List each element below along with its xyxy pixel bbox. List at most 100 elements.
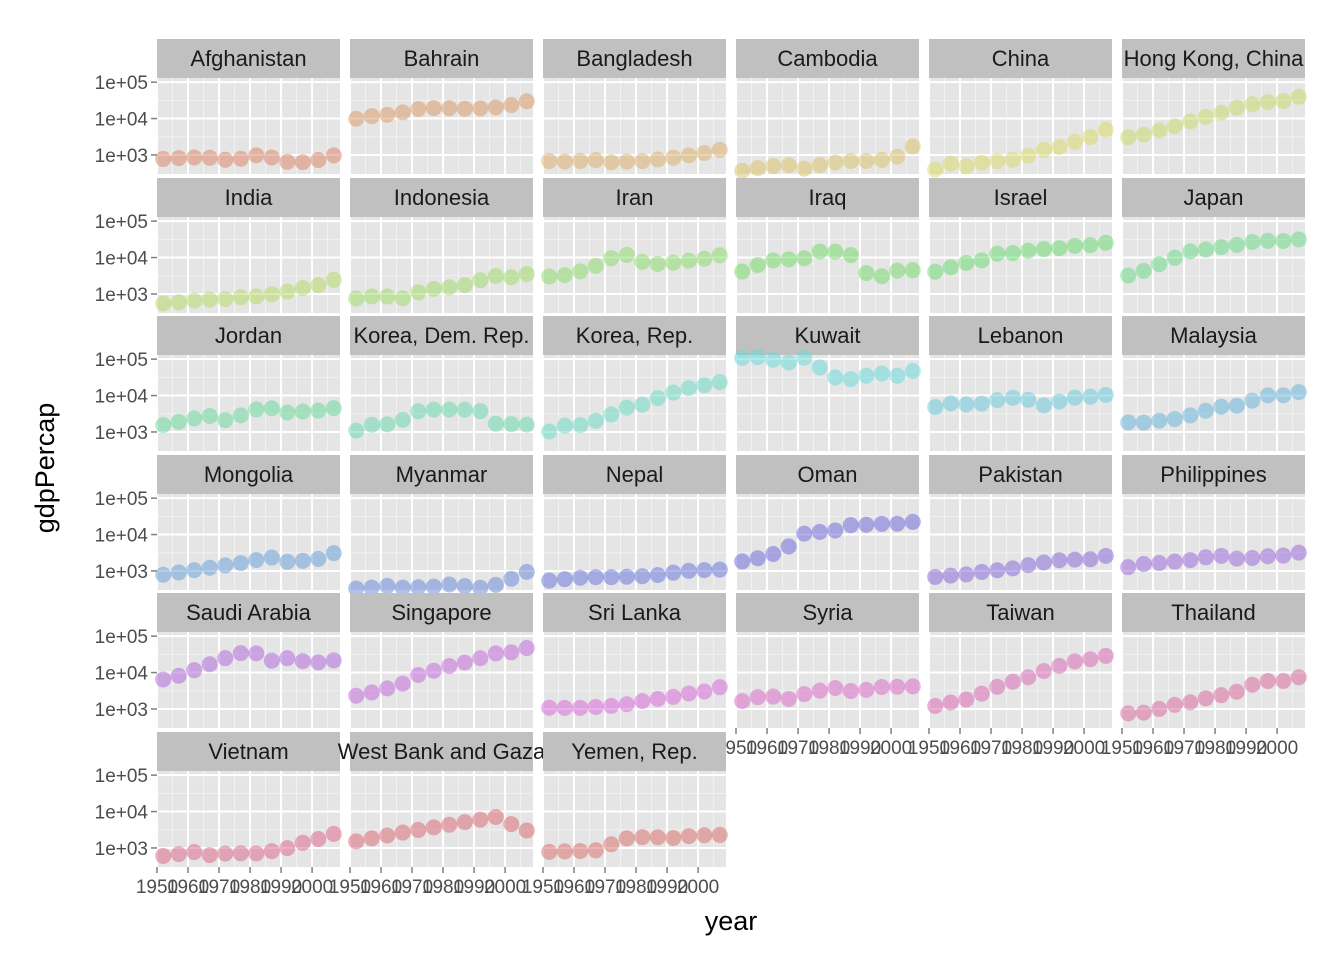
x-tick-label: 1980 bbox=[1194, 738, 1236, 759]
facet-strip bbox=[1122, 455, 1305, 494]
data-point bbox=[541, 423, 558, 440]
data-point bbox=[170, 564, 187, 581]
x-tick-label: 1950 bbox=[908, 738, 950, 759]
data-point bbox=[572, 263, 589, 280]
data-point bbox=[1197, 549, 1214, 566]
data-point bbox=[1290, 669, 1307, 686]
data-point bbox=[1066, 133, 1083, 150]
data-point bbox=[873, 365, 890, 382]
facet-strip bbox=[929, 455, 1112, 494]
data-point bbox=[618, 568, 635, 585]
data-point bbox=[1035, 554, 1052, 571]
data-point bbox=[1182, 694, 1199, 711]
data-point bbox=[441, 657, 458, 674]
data-point bbox=[858, 265, 875, 282]
data-point bbox=[734, 263, 751, 280]
data-point bbox=[410, 821, 427, 838]
data-point bbox=[796, 250, 813, 267]
facet-strip-label: Myanmar bbox=[396, 462, 488, 487]
data-point bbox=[217, 412, 234, 429]
data-point bbox=[765, 158, 782, 175]
data-point bbox=[780, 538, 797, 555]
data-point bbox=[873, 268, 890, 285]
data-point bbox=[155, 295, 172, 312]
facet-nepal: Nepal bbox=[541, 455, 728, 590]
data-point bbox=[556, 153, 573, 170]
facet-pakistan: Pakistan bbox=[927, 455, 1114, 590]
data-point bbox=[1082, 651, 1099, 668]
data-point bbox=[873, 515, 890, 532]
data-point bbox=[680, 147, 697, 164]
data-point bbox=[572, 842, 589, 859]
data-point bbox=[796, 686, 813, 703]
data-point bbox=[1135, 126, 1152, 143]
data-point bbox=[1290, 544, 1307, 561]
data-point bbox=[1197, 108, 1214, 125]
data-point bbox=[858, 153, 875, 170]
facet-saudi-arabia: Saudi Arabia 1e+03 1e+04 1e+05 bbox=[95, 593, 342, 728]
x-tick-label: 1990 bbox=[1032, 738, 1074, 759]
data-point bbox=[1066, 653, 1083, 670]
data-point bbox=[201, 559, 218, 576]
data-point bbox=[425, 100, 442, 117]
data-point bbox=[456, 654, 473, 671]
data-point bbox=[425, 578, 442, 595]
facet-hong-kong-china: Hong Kong, China bbox=[1120, 39, 1307, 174]
data-point bbox=[634, 253, 651, 270]
data-point bbox=[456, 814, 473, 831]
data-point bbox=[1020, 147, 1037, 164]
data-point bbox=[487, 645, 504, 662]
x-tick-label: 1960 bbox=[360, 877, 402, 898]
data-point bbox=[873, 678, 890, 695]
data-point bbox=[518, 640, 535, 657]
data-point bbox=[170, 846, 187, 863]
facet-strip-label: Saudi Arabia bbox=[186, 600, 312, 625]
data-point bbox=[796, 349, 813, 366]
data-point bbox=[248, 552, 265, 569]
x-tick-label: 1980 bbox=[229, 877, 271, 898]
data-point bbox=[942, 694, 959, 711]
facet-indonesia: Indonesia bbox=[348, 178, 535, 313]
data-point bbox=[587, 569, 604, 586]
data-point bbox=[649, 829, 666, 846]
data-point bbox=[325, 652, 342, 669]
data-point bbox=[1035, 662, 1052, 679]
data-point bbox=[232, 289, 249, 306]
facet-strip bbox=[350, 316, 533, 355]
data-point bbox=[973, 395, 990, 412]
data-point bbox=[649, 691, 666, 708]
data-point bbox=[279, 553, 296, 570]
facet-strip bbox=[543, 455, 726, 494]
y-tick-label: 1e+05 bbox=[95, 489, 148, 510]
data-point bbox=[889, 678, 906, 695]
facet-strip bbox=[157, 593, 340, 632]
data-point bbox=[487, 267, 504, 284]
data-point bbox=[441, 100, 458, 117]
data-point bbox=[665, 384, 682, 401]
x-axis-title: year bbox=[705, 906, 758, 936]
facet-strip bbox=[929, 178, 1112, 217]
facet-oman: Oman bbox=[734, 455, 921, 590]
facet-korea-rep: Korea, Rep. bbox=[541, 316, 728, 451]
data-point bbox=[541, 152, 558, 169]
data-point bbox=[649, 151, 666, 168]
y-tick-label: 1e+04 bbox=[95, 387, 149, 408]
data-point bbox=[858, 367, 875, 384]
y-axis-title: gdpPercap bbox=[30, 403, 60, 534]
data-point bbox=[456, 277, 473, 294]
x-tick-label: 1960 bbox=[746, 738, 788, 759]
data-point bbox=[441, 401, 458, 418]
y-tick-label: 1e+03 bbox=[95, 839, 148, 860]
data-point bbox=[1120, 705, 1137, 722]
data-point bbox=[556, 571, 573, 588]
data-point bbox=[765, 545, 782, 562]
data-point bbox=[1244, 392, 1261, 409]
facet-bahrain: Bahrain bbox=[348, 39, 535, 174]
data-point bbox=[1035, 141, 1052, 158]
facet-strip-label: Indonesia bbox=[394, 185, 490, 210]
facet-philippines: Philippines bbox=[1120, 455, 1307, 590]
facet-strip bbox=[736, 455, 919, 494]
data-point bbox=[989, 678, 1006, 695]
data-point bbox=[680, 562, 697, 579]
